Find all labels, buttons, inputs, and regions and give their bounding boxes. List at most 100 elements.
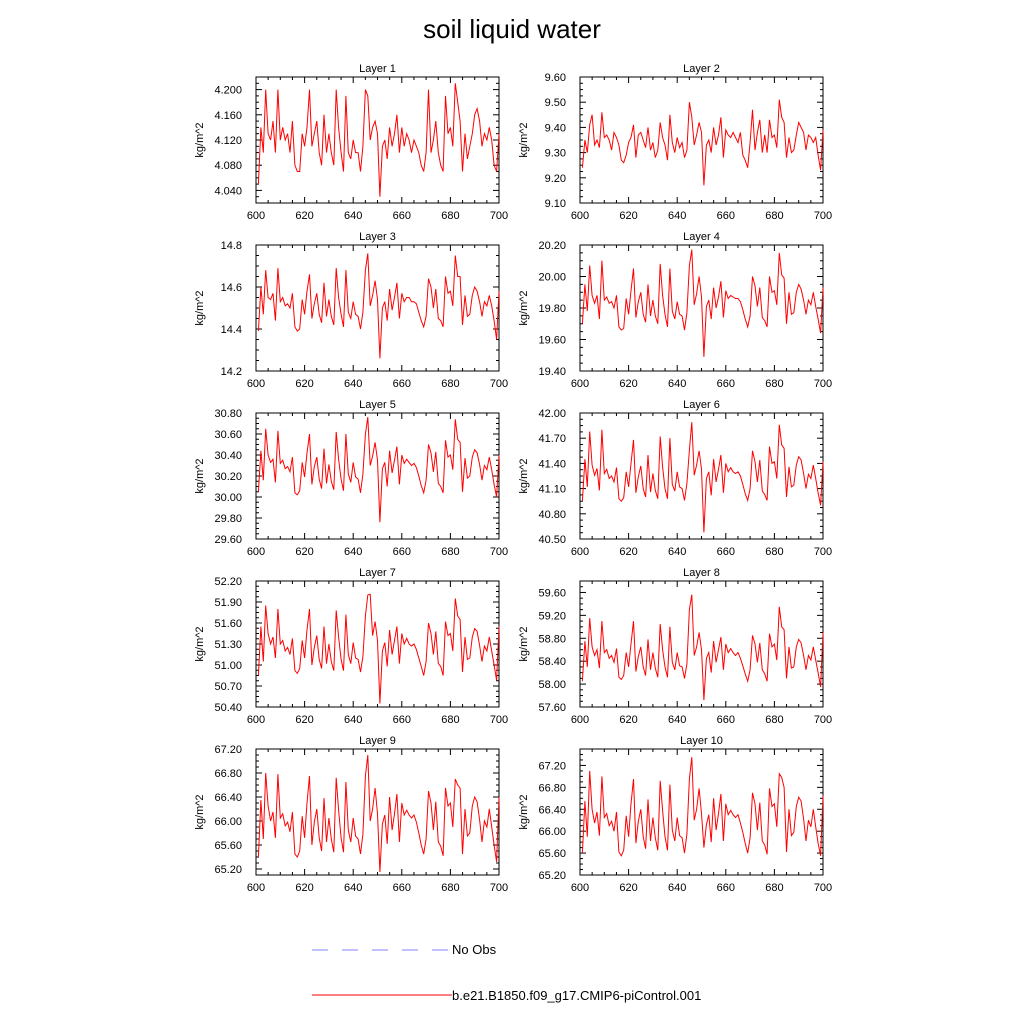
panel-4-xtick-label: 660: [717, 378, 735, 390]
panel-10-xtick-label: 600: [571, 882, 589, 894]
panel-4-xtick-label: 640: [668, 378, 686, 390]
panel-3-xtick-label: 700: [490, 378, 508, 390]
panel-5-series-line: [257, 417, 500, 523]
panel-5-ytick-label: 29.80: [214, 513, 242, 525]
legend-obs-line: [312, 949, 452, 951]
panel-10-ylabel: kg/m^2: [518, 794, 530, 829]
panel-7-ytick-label: 51.00: [214, 660, 242, 672]
panel-2-xtick-label: 620: [619, 210, 637, 222]
panel-7-ytick-label: 51.60: [214, 618, 242, 630]
panel-8-xtick-label: 700: [814, 714, 832, 726]
panel-6-ytick-label: 41.40: [538, 458, 566, 470]
panel-9-xtick-label: 660: [393, 882, 411, 894]
panel-3-ytick-label: 14.6: [221, 282, 242, 294]
panel-1-series-line: [257, 83, 500, 197]
panel-10-ytick-label: 66.00: [538, 826, 566, 838]
panel-7-xtick-label: 700: [490, 714, 508, 726]
panel-8-ylabel: kg/m^2: [518, 626, 530, 661]
panel-9-ytick-label: 65.20: [214, 864, 242, 876]
panel-9-ytick-label: 66.00: [214, 816, 242, 828]
panel-9-xtick-label: 620: [295, 882, 313, 894]
panel-7-title: Layer 7: [359, 567, 396, 579]
panel-2-ytick-label: 9.20: [545, 173, 566, 185]
panel-5-ytick-label: 29.60: [214, 534, 242, 546]
panel-8-ytick-label: 58.80: [538, 633, 566, 645]
panel-4-xtick-label: 700: [814, 378, 832, 390]
panel-9-ytick-label: 67.20: [214, 744, 242, 756]
panel-8-xtick-label: 620: [619, 714, 637, 726]
panel-6-ylabel: kg/m^2: [518, 458, 530, 493]
panel-5-ytick-label: 30.60: [214, 429, 242, 441]
panel-7-xtick-label: 620: [295, 714, 313, 726]
panel-6-ytick-label: 40.50: [538, 534, 566, 546]
panel-10-xtick-label: 640: [668, 882, 686, 894]
panel-3-xtick-label: 620: [295, 378, 313, 390]
panel-5-ytick-label: 30.40: [214, 450, 242, 462]
legend-model-line: [312, 994, 452, 996]
panel-1-ytick-label: 4.200: [214, 85, 242, 97]
panel-4-title: Layer 4: [683, 231, 720, 243]
panel-10-ytick-label: 65.20: [538, 870, 566, 882]
panel-8-frame: [579, 580, 824, 708]
panel-4-xtick-label: 680: [765, 378, 783, 390]
figure-title: soil liquid water: [423, 14, 601, 44]
panel-4-ytick-label: 19.80: [538, 303, 566, 315]
panel-9-xtick-label: 700: [490, 882, 508, 894]
panel-4-series-line: [581, 249, 824, 357]
panel-3-xtick-label: 640: [344, 378, 362, 390]
panel-2-xtick-label: 660: [717, 210, 735, 222]
panel-10-xtick-label: 620: [619, 882, 637, 894]
panel-2-xtick-label: 680: [765, 210, 783, 222]
panel-3-ytick-label: 14.2: [221, 366, 242, 378]
panel-8-ytick-label: 58.40: [538, 656, 566, 668]
panel-6-xtick-label: 620: [619, 546, 637, 558]
panel-2-xtick-label: 700: [814, 210, 832, 222]
panel-9-xtick-label: 640: [344, 882, 362, 894]
panel-5-xtick-label: 680: [441, 546, 459, 558]
panel-6-xtick-label: 640: [668, 546, 686, 558]
panel-8-ytick-label: 59.60: [538, 587, 566, 599]
panel-7-ylabel: kg/m^2: [194, 626, 206, 661]
panel-2-ylabel: kg/m^2: [518, 122, 530, 157]
panel-8-ytick-label: 59.20: [538, 610, 566, 622]
panel-2-ytick-label: 9.30: [545, 148, 566, 160]
panel-9-ylabel: kg/m^2: [194, 794, 206, 829]
panel-2-xtick-label: 600: [571, 210, 589, 222]
panel-2-ytick-label: 9.50: [545, 97, 566, 109]
panel-8-xtick-label: 640: [668, 714, 686, 726]
panel-5-ytick-label: 30.20: [214, 471, 242, 483]
panel-9-xtick-label: 680: [441, 882, 459, 894]
panel-10-ytick-label: 65.60: [538, 848, 566, 860]
panel-7-ytick-label: 50.70: [214, 681, 242, 693]
panel-1-xtick-label: 600: [247, 210, 265, 222]
panel-4-ytick-label: 19.40: [538, 366, 566, 378]
panel-8-xtick-label: 680: [765, 714, 783, 726]
panel-10-ytick-label: 66.80: [538, 782, 566, 794]
panel-10-xtick-label: 660: [717, 882, 735, 894]
panel-5-ytick-label: 30.80: [214, 408, 242, 420]
panel-5-frame: [255, 412, 500, 540]
panel-2-title: Layer 2: [683, 63, 720, 75]
panel-1-ytick-label: 4.160: [214, 110, 242, 122]
panel-10-ytick-label: 67.20: [538, 760, 566, 772]
panel-4-ytick-label: 20.00: [538, 272, 566, 284]
panel-4-ytick-label: 19.60: [538, 335, 566, 347]
panel-7-ytick-label: 50.40: [214, 702, 242, 714]
panel-6-ytick-label: 40.80: [538, 509, 566, 521]
panel-6-ytick-label: 41.10: [538, 484, 566, 496]
panel-7-xtick-label: 680: [441, 714, 459, 726]
panel-1-ytick-label: 4.040: [214, 185, 242, 197]
panel-2-xtick-label: 640: [668, 210, 686, 222]
panel-8-title: Layer 8: [683, 567, 720, 579]
panel-9-xtick-label: 600: [247, 882, 265, 894]
panel-2-ytick-label: 9.10: [545, 198, 566, 210]
panel-6-xtick-label: 660: [717, 546, 735, 558]
panel-2-ytick-label: 9.40: [545, 122, 566, 134]
panel-7-xtick-label: 640: [344, 714, 362, 726]
panel-5-xtick-label: 700: [490, 546, 508, 558]
panel-1-xtick-label: 700: [490, 210, 508, 222]
panel-3-series-line: [257, 253, 500, 359]
panel-3-ytick-label: 14.4: [221, 324, 242, 336]
panel-3-ytick-label: 14.8: [221, 240, 242, 252]
